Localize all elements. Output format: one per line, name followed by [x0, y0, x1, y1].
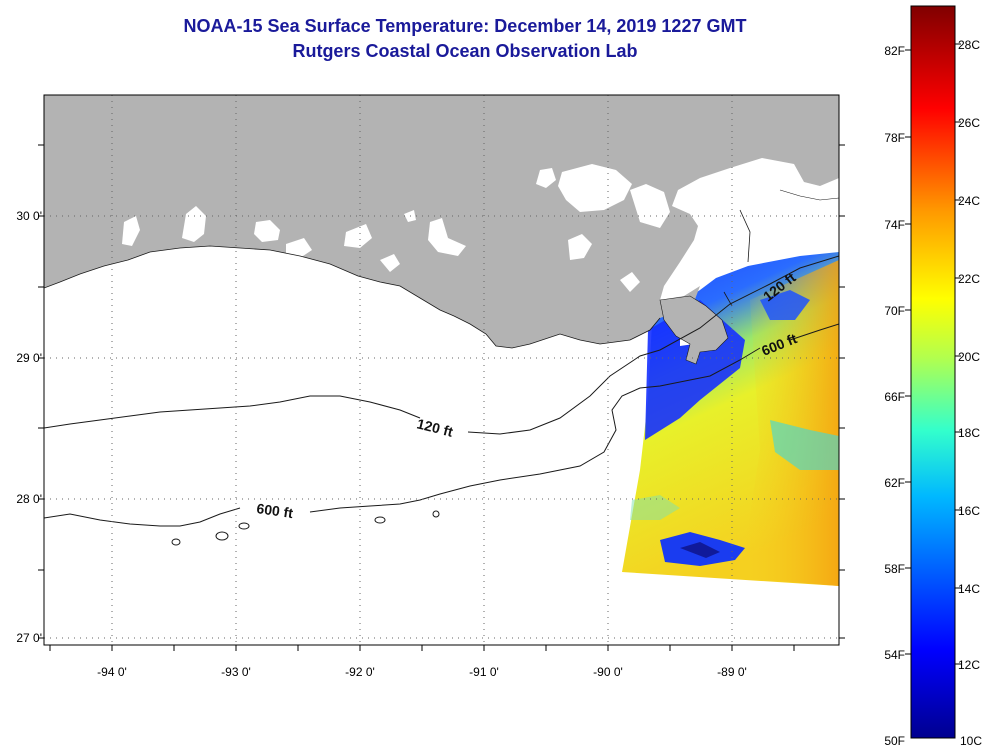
lat-label: 27 0'	[16, 631, 42, 645]
colorbar-f-labels: 82F 78F 74F 70F 66F 62F 58F 54F 50F	[884, 44, 905, 748]
contour-label-600ft: 600 ft	[256, 500, 295, 521]
sst-swath	[622, 252, 839, 586]
colorbar-f-label: 74F	[884, 218, 905, 232]
colorbar-c-label: 14C	[958, 582, 980, 596]
map-title: NOAA-15 Sea Surface Temperature: Decembe…	[183, 16, 747, 36]
river-delta	[659, 295, 729, 365]
colorbar-c-label: 10C	[960, 734, 982, 748]
lat-label: 28 0'	[16, 492, 42, 506]
colorbar-f-label: 58F	[884, 562, 905, 576]
colorbar-f-label: 82F	[884, 44, 905, 58]
colorbar-c-label: 28C	[958, 38, 980, 52]
colorbar-c-label: 24C	[958, 194, 980, 208]
colorbar-f-label: 62F	[884, 476, 905, 490]
lon-label: -89 0'	[717, 665, 747, 679]
graticule	[44, 95, 839, 645]
colorbar-c-label: 16C	[958, 504, 980, 518]
colorbar-f-label: 78F	[884, 131, 905, 145]
inland-water	[122, 162, 774, 346]
temperature-colorbar: 82F 78F 74F 70F 66F 62F 58F 54F 50F 28C …	[884, 5, 982, 748]
map-subtitle: Rutgers Coastal Ocean Observation Lab	[292, 41, 638, 61]
lat-label: 30 0'	[16, 209, 42, 223]
colorbar-c-label: 26C	[958, 116, 980, 130]
axis-ticks	[38, 144, 845, 651]
longitude-labels: -94 0' -93 0' -92 0' -91 0' -90 0' -89 0…	[97, 665, 747, 679]
colorbar-c-label: 20C	[958, 350, 980, 364]
lon-label: -92 0'	[345, 665, 375, 679]
lon-label: -91 0'	[469, 665, 499, 679]
lon-label: -93 0'	[221, 665, 251, 679]
coastline	[44, 245, 661, 349]
colorbar-f-label: 50F	[884, 734, 905, 748]
lon-label: -94 0'	[97, 665, 127, 679]
colorbar-f-label: 70F	[884, 304, 905, 318]
colorbar-f-label: 54F	[884, 648, 905, 662]
bathymetry-contours	[44, 255, 839, 546]
colorbar-c-label: 12C	[958, 658, 980, 672]
lon-label: -90 0'	[593, 665, 623, 679]
colorbar-f-label: 66F	[884, 390, 905, 404]
latitude-labels: 30 0' 29 0' 28 0' 27 0'	[16, 209, 42, 645]
colorbar-c-labels: 28C 26C 24C 22C 20C 18C 16C 14C 12C 10C	[958, 38, 982, 748]
colorbar-c-label: 18C	[958, 426, 980, 440]
colorbar-c-label: 22C	[958, 272, 980, 286]
lat-label: 29 0'	[16, 351, 42, 365]
